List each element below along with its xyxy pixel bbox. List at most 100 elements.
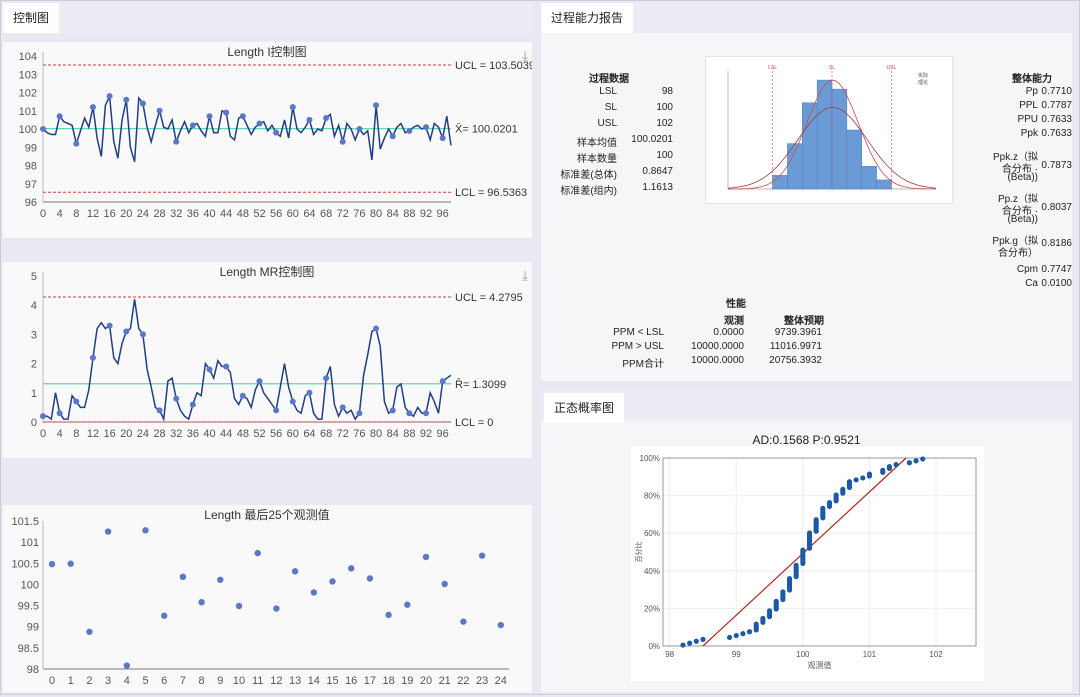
x-tick-label: 9 [217,675,223,687]
y-tick-label: 1 [31,388,37,400]
data-point [339,138,346,145]
data-point [366,575,374,582]
download-icon[interactable]: ⤓ [522,268,528,283]
process-data-label: 标准差(组内) [560,186,617,197]
overall-label: 合分布） [998,248,1038,259]
y-tick-label: 98.5 [18,643,39,655]
x-tick-label: 44 [220,208,232,220]
x-tick-label: 84 [387,208,399,220]
data-point [235,602,243,610]
hist-bar [876,179,892,190]
overall-label: Ppk [1020,128,1038,139]
y-tick-label: 4 [31,300,37,312]
perf-observed: 10000.0000 [691,355,744,366]
data-point [206,366,213,373]
prob-point [687,640,693,646]
x-tick-label: 44 [220,428,232,440]
x-tick-label: 96 [437,208,449,220]
x-tick-label: 102 [929,650,943,659]
y-tick-label: 100 [21,579,39,591]
prob-point [833,492,839,498]
process-data-value: 98 [661,86,673,97]
prob-point [693,638,699,644]
overall-label: Ca [1025,278,1038,289]
x-tick-label: 3 [105,675,111,687]
overall-value: 0.7787 [1041,100,1072,111]
x-tick-label: 14 [308,675,320,687]
perf-expected: 9739.3961 [774,327,822,338]
process-data-title: 过程数据 [589,74,629,85]
prob-point [760,615,766,622]
x-tick-label: 0 [49,675,55,687]
x-tick-label: 0 [40,208,46,220]
data-point [422,553,430,561]
y-tick-label: 104 [19,51,37,63]
perf-expected: 11016.9971 [769,341,822,352]
spec-label: LSL [768,65,777,71]
data-point [256,378,263,385]
data-point [89,354,96,361]
x-tick-label: 20 [120,428,132,440]
download-icon[interactable]: ⤓ [522,48,528,63]
data-point [139,331,146,338]
center-label: X̄= 100.0201 [455,123,518,136]
x-tick-label: 5 [142,675,148,687]
overall-value: 0.7747 [1041,264,1072,275]
overall-label: PPL [1019,100,1038,111]
x-tick-label: 7 [180,675,186,687]
data-point [86,628,93,635]
data-point [223,363,230,370]
x-tick-label: 88 [403,208,415,220]
legend-label: 理论 [918,79,928,86]
x-tick-label: 4 [124,675,130,687]
data-point [142,527,149,534]
y-tick-label: 96 [25,197,37,209]
x-tick-label: 48 [237,208,249,220]
x-tick-label: 72 [337,428,349,440]
x-tick-label: 13 [289,675,301,687]
data-point [273,605,280,612]
prob-point [733,632,739,639]
y-tick-label: 80% [644,492,660,501]
data-point [291,568,299,575]
lcl-label: LCL = 96.5363 [455,187,527,199]
y-tick-label: 97 [25,179,37,191]
prob-tab-bar [541,390,1072,420]
data-point [40,413,46,420]
data-point [406,127,413,134]
y-tick-label: 100% [640,454,660,463]
data-point [106,322,113,329]
prob-point [846,479,853,485]
hist-bar [846,129,862,190]
data-point [161,612,168,619]
data-point [56,113,63,120]
data-point [123,96,130,103]
data-point [217,576,224,583]
data-point [439,135,446,142]
x-tick-label: 68 [320,208,332,220]
tab-control-chart[interactable]: 控制图 [3,3,60,33]
y-tick-label: 99.5 [18,601,39,613]
x-tick-label: 21 [439,675,451,687]
overall-value: 0.7633 [1041,128,1072,139]
x-tick-label: 0 [40,428,46,440]
x-tick-label: 16 [103,428,115,440]
y-tick-label: 2 [31,359,37,371]
x-tick-label: 10 [233,675,245,687]
perf-header-observed: 观测 [724,316,744,327]
tab-capability-report[interactable]: 过程能力报告 [541,3,634,33]
x-tick-label: 22 [457,675,469,687]
y-tick-label: 100.5 [11,558,39,570]
x-tick-label: 64 [303,428,315,440]
data-point [439,378,446,385]
x-tick-label: 18 [382,675,394,687]
hist-bar [816,79,833,190]
tab-normal-prob[interactable]: 正态概率图 [544,393,625,423]
prob-point [880,467,886,473]
data-point [348,565,355,572]
data-point [198,598,205,606]
chart-title: Length I控制图 [227,45,306,59]
x-tick-label: 12 [87,208,99,220]
chart-title: Length MR控制图 [220,265,315,279]
x-tick-label: 32 [170,208,182,220]
